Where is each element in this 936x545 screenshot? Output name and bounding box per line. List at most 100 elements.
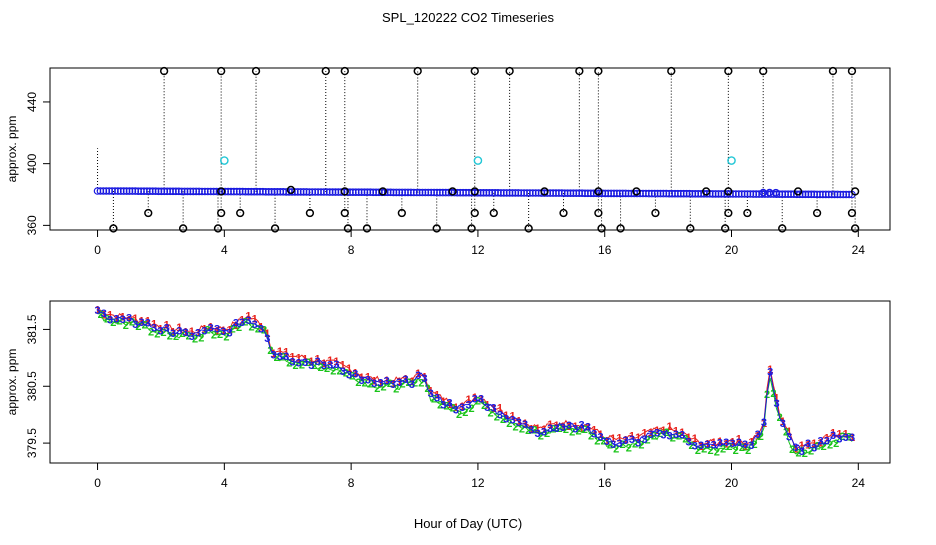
series-point: 3 xyxy=(673,429,679,441)
spike-point xyxy=(413,66,422,76)
series-point: 1 xyxy=(547,419,553,431)
series-point: 2 xyxy=(129,317,135,329)
series-point: 1 xyxy=(667,421,673,433)
series-point: 1 xyxy=(264,328,270,340)
series-point: 1 xyxy=(635,432,641,444)
spike-point xyxy=(159,66,169,76)
spike-point xyxy=(432,224,441,233)
series-line xyxy=(97,309,853,450)
series-point: 3 xyxy=(164,322,170,334)
baseline-point xyxy=(102,187,111,195)
series-point: 2 xyxy=(368,378,374,390)
series-point: 2 xyxy=(349,371,355,383)
baseline-point xyxy=(601,189,610,198)
series-point: 2 xyxy=(487,407,493,419)
series-point: 3 xyxy=(478,393,484,405)
spike-point xyxy=(505,66,514,76)
series-point: 3 xyxy=(252,319,258,331)
series-point: 2 xyxy=(839,431,845,443)
series-point: 3 xyxy=(761,417,767,429)
series-point: 3 xyxy=(440,400,446,412)
series-point: 2 xyxy=(437,399,443,411)
series-point: 1 xyxy=(755,431,761,443)
spike-point xyxy=(489,208,498,218)
series-point: 3 xyxy=(434,392,440,404)
series-point: 1 xyxy=(742,441,748,453)
series-point: 2 xyxy=(431,394,437,406)
series-point: 1 xyxy=(157,324,163,336)
series-point: 2 xyxy=(500,414,506,426)
series-point: 3 xyxy=(484,402,490,414)
series-point: 2 xyxy=(588,430,594,442)
series-point: 3 xyxy=(698,440,704,452)
series-point: 1 xyxy=(107,309,113,321)
spike-point xyxy=(340,66,349,76)
series-point: 3 xyxy=(547,423,553,435)
baseline-point xyxy=(528,189,537,197)
series-point: 1 xyxy=(572,421,578,433)
x-tick-label: 12 xyxy=(471,476,485,490)
series-point: 1 xyxy=(377,379,383,391)
baseline-point xyxy=(589,189,598,198)
baseline-point xyxy=(166,187,174,196)
series-point: 1 xyxy=(685,432,691,444)
series-point: 2 xyxy=(682,434,688,446)
series-point: 2 xyxy=(739,442,745,454)
series-point: 3 xyxy=(648,429,654,441)
series-point: 3 xyxy=(773,398,779,410)
spike-point xyxy=(667,66,676,76)
spike-point xyxy=(362,224,372,233)
baseline-point xyxy=(122,187,131,195)
baseline-point xyxy=(627,189,636,198)
x-tick-label: 0 xyxy=(94,476,101,490)
baseline-point xyxy=(99,187,108,195)
series-point: 1 xyxy=(415,368,421,380)
series-point: 1 xyxy=(327,355,333,367)
series-point: 2 xyxy=(557,423,563,435)
series-point: 2 xyxy=(236,322,242,334)
series-2: 2 2 2 2 2 2 2 22 2 2 2 2 2 2 2 22 2 2 22 2 2 2 2 222 22 2 2 2 2 2 2 2 2 2… xyxy=(97,309,853,460)
mid-point xyxy=(702,187,711,196)
baseline-point xyxy=(584,189,592,198)
series-point: 2 xyxy=(795,447,801,459)
baseline-point xyxy=(572,189,581,198)
series-point: 1 xyxy=(428,386,434,398)
series-point: 1 xyxy=(509,410,515,422)
series-point: 3 xyxy=(403,374,409,386)
x-axis-label: Hour of Day (UTC) xyxy=(414,516,522,531)
spike-point xyxy=(828,66,838,76)
series-point: 3 xyxy=(553,423,559,435)
spike-point xyxy=(847,66,857,76)
baseline-point xyxy=(758,190,766,198)
series-point: 3 xyxy=(629,434,635,446)
series-point: 3 xyxy=(597,432,603,444)
baseline-point xyxy=(610,189,618,198)
y-tick-label: 360 xyxy=(25,215,39,235)
cyan-point xyxy=(220,156,229,165)
series-point: 3 xyxy=(830,430,836,442)
mid-point xyxy=(286,185,296,195)
series-point: 3 xyxy=(591,428,597,440)
series-point: 3 xyxy=(340,366,346,378)
series-point: 1 xyxy=(792,444,798,456)
series-point: 2 xyxy=(513,421,519,433)
series-point: 1 xyxy=(346,363,352,375)
series-point: 3 xyxy=(139,317,145,329)
mid-point xyxy=(470,187,479,196)
baseline-point xyxy=(819,190,827,199)
mid-point xyxy=(217,187,226,196)
baseline-point xyxy=(613,189,621,198)
cyan-point xyxy=(727,156,736,165)
series-point: 2 xyxy=(613,444,619,456)
y-axis: 379.5 380.5 381.5 xyxy=(25,314,51,458)
series-point: 2 xyxy=(406,377,412,389)
series-point: 2 xyxy=(255,324,261,336)
series-point: 1 xyxy=(660,425,666,437)
series-point: 2 xyxy=(525,425,531,437)
top-data-marks xyxy=(93,66,860,233)
series-point: 1 xyxy=(214,326,220,338)
series-point: 3 xyxy=(132,319,138,331)
series-point: 1 xyxy=(579,423,585,435)
series-point: 2 xyxy=(632,439,638,451)
series-point: 2 xyxy=(827,440,833,452)
